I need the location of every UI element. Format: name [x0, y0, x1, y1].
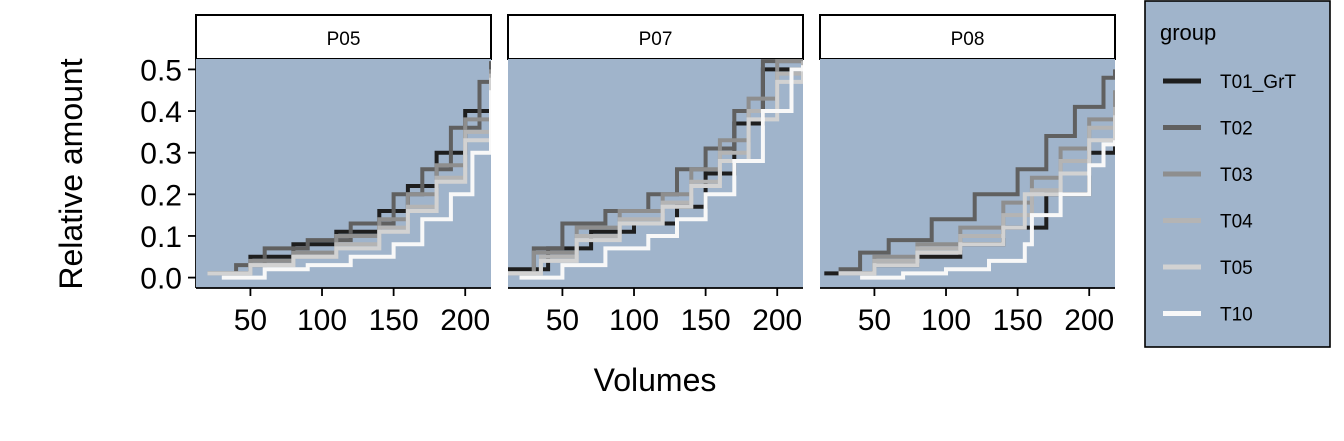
panel-series	[824, 69, 1115, 280]
x-tick-label: 150	[993, 304, 1043, 337]
facet-panel-p07: P07 50 100 150 200	[507, 14, 804, 337]
facet-strip-label: P08	[951, 29, 985, 50]
series-line-t05	[207, 77, 491, 276]
y-tick-label: 0.4	[140, 96, 182, 129]
facet-strip-label: P07	[639, 29, 673, 50]
x-tick-label: 50	[546, 304, 579, 337]
legend-item: T02	[1163, 119, 1253, 140]
legend-label: T03	[1220, 165, 1253, 186]
y-axis: 0.0 0.1 0.2 0.3 0.4 0.5	[140, 54, 197, 296]
series-line-t10	[519, 65, 803, 280]
series-line-t02	[838, 69, 1115, 272]
x-axis-title: Volumes	[594, 362, 717, 398]
legend-item: T05	[1163, 258, 1253, 279]
legend-item: T01_GrT	[1163, 72, 1296, 93]
y-tick-label: 0.1	[140, 221, 182, 254]
x-tick-label: 100	[609, 304, 659, 337]
x-tick-label: 50	[234, 304, 267, 337]
legend-label: T10	[1220, 305, 1253, 326]
series-line-t10	[860, 140, 1115, 280]
x-tick-label: 100	[921, 304, 971, 337]
legend-label: T01_GrT	[1220, 72, 1296, 93]
panel-series	[508, 59, 803, 280]
facet-strip-label: P05	[327, 29, 361, 50]
legend-label: T05	[1220, 258, 1253, 279]
legend-label: T04	[1220, 212, 1253, 233]
x-tick-label: 150	[681, 304, 731, 337]
panel-series	[207, 61, 491, 280]
x-tick-label: 150	[369, 304, 419, 337]
panel-background	[196, 59, 491, 288]
x-tick-label: 100	[297, 304, 347, 337]
y-tick-label: 0.5	[140, 54, 182, 87]
y-axis-title: Relative amount	[53, 58, 89, 289]
y-tick-label: 0.0	[140, 263, 182, 296]
legend-label: T02	[1220, 119, 1253, 140]
legend-item: T04	[1163, 212, 1253, 233]
legend-title: group	[1160, 20, 1216, 45]
x-tick-label: 200	[752, 304, 802, 337]
legend-items: T01_GrT T02 T03 T04 T05 T10	[1163, 72, 1296, 326]
x-tick-label: 200	[1064, 304, 1114, 337]
legend-item: T03	[1163, 165, 1253, 186]
facet-panel-p05: P05 50 100 150 200	[195, 14, 492, 337]
series-line-t05	[838, 115, 1115, 276]
facet-panels: P05 50 100 150 200 P07 50 100 150 200 P08 50 100 150 2…	[195, 14, 1116, 337]
series-line-t05	[508, 65, 803, 276]
y-tick-label: 0.3	[140, 138, 182, 171]
y-tick-label: 0.2	[140, 179, 182, 212]
series-line-t10	[221, 90, 491, 280]
x-tick-label: 50	[858, 304, 891, 337]
facet-panel-p08: P08 50 100 150 200	[819, 14, 1116, 337]
facet-strip	[507, 14, 804, 60]
x-tick-label: 200	[440, 304, 490, 337]
legend: group T01_GrT T02 T03 T04 T05 T10	[1144, 0, 1331, 348]
legend-item: T10	[1163, 305, 1253, 326]
